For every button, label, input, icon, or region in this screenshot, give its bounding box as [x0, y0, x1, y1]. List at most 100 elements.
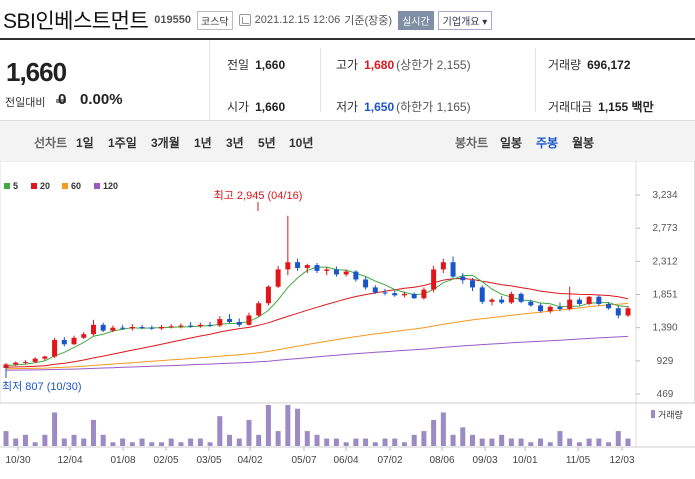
candle-body	[81, 334, 87, 338]
quote-datetime: 2021.12.15 12:06	[254, 14, 341, 26]
legend-swatch	[62, 183, 68, 189]
candle-body	[227, 319, 233, 322]
volume-bar	[207, 442, 213, 446]
tab-1week[interactable]: 1주일	[108, 136, 137, 150]
candle-body	[168, 326, 174, 328]
candle-body	[615, 308, 621, 316]
candle-body	[489, 299, 495, 302]
candle-body	[547, 306, 553, 312]
candle-body	[518, 293, 524, 302]
realtime-button[interactable]: 실시간	[398, 10, 434, 30]
volume-stat: 거래량 696,172	[548, 56, 631, 73]
chevron-down-icon: ▾	[482, 16, 488, 28]
x-tick-label: 11/05	[566, 455, 591, 466]
x-tick-label: 10/30	[5, 455, 30, 466]
high-value: 1,680	[364, 58, 395, 72]
candle	[596, 295, 602, 306]
volume-bar	[518, 438, 524, 446]
volume-bar	[567, 438, 573, 446]
legend-label: 120	[103, 181, 119, 191]
candle-body	[22, 361, 28, 363]
volume-bar	[460, 427, 466, 446]
candle-body	[100, 324, 106, 331]
candle-body	[353, 271, 359, 280]
candle-body	[401, 293, 407, 296]
legend-label: 5	[13, 181, 19, 191]
candle	[120, 324, 126, 330]
candle	[139, 324, 145, 330]
tab-10year[interactable]: 10년	[289, 136, 314, 150]
candle-body	[392, 293, 398, 296]
candle-body	[363, 279, 369, 288]
candle	[149, 325, 155, 330]
candle	[81, 332, 87, 340]
volume-bar	[61, 438, 67, 446]
candle	[217, 316, 223, 327]
candle	[606, 302, 612, 310]
candle	[275, 265, 281, 289]
volume-bar	[295, 408, 301, 446]
legend-ma120: 120	[94, 181, 118, 191]
tab-1day[interactable]: 1일	[76, 136, 94, 150]
y-tick-label: 2,312	[652, 256, 677, 267]
high-annotation: 최고 2,945 (04/16)	[214, 189, 303, 202]
candle-body	[324, 269, 330, 271]
tab-1year[interactable]: 1년	[194, 136, 212, 150]
candle-body	[13, 362, 19, 365]
candle-body	[596, 296, 602, 304]
market-badge: 코스닥	[197, 10, 233, 30]
candle	[518, 292, 524, 304]
legend-ma5: 5	[4, 181, 18, 191]
candle	[265, 285, 271, 306]
volume-bar	[333, 438, 339, 446]
volume-bar	[343, 442, 349, 446]
volume-bar	[13, 438, 19, 446]
volume-bar	[392, 438, 398, 446]
volume-bar	[256, 434, 262, 446]
volume-value: 696,172	[587, 58, 631, 72]
tab-monthly[interactable]: 월봉	[572, 136, 595, 150]
tab-3year[interactable]: 3년	[226, 136, 244, 150]
candle-body	[382, 292, 388, 294]
high-label: 고가	[336, 58, 359, 72]
x-tick-label: 12/03	[609, 455, 634, 466]
tab-daily[interactable]: 일봉	[500, 136, 523, 150]
candle	[90, 319, 96, 336]
ma60-line	[5, 302, 629, 370]
stock-header: SBI인베스트먼트 019550 코스닥 2021.12.15 12:06 기준…	[0, 0, 695, 40]
candle-body	[576, 299, 582, 304]
chart-tabbar: 선차트 1일 1주일 3개월 1년 3년 5년 10년 봉차트 일봉 주봉 월봉	[0, 121, 695, 161]
candle	[110, 325, 116, 333]
tab-5year[interactable]: 5년	[258, 136, 276, 150]
volume-bar	[382, 438, 388, 446]
candle-body	[625, 308, 631, 316]
stock-code: 019550	[154, 14, 191, 26]
candle	[431, 265, 437, 293]
candle-body	[586, 296, 592, 304]
candle-body	[440, 262, 446, 270]
stat-divider	[535, 48, 536, 112]
candle-body	[159, 326, 164, 329]
volume-bar	[625, 438, 631, 446]
company-info-dropdown[interactable]: 기업개요 ▾	[437, 10, 493, 30]
high-stat: 고가 1,680 (상한가 2,155)	[336, 56, 471, 73]
candle	[411, 292, 417, 299]
volume-bar	[217, 416, 223, 446]
candle-body	[3, 364, 9, 369]
tab-3month[interactable]: 3개월	[151, 136, 180, 150]
candle	[586, 296, 592, 306]
volume-bar	[188, 438, 194, 446]
x-tick-label: 05/07	[291, 455, 316, 466]
candle-body	[479, 287, 485, 302]
change-percent: 0.00%	[80, 91, 123, 108]
volume-bar	[470, 434, 475, 446]
candle	[538, 303, 544, 313]
volume-bar	[596, 438, 602, 446]
volume-bar	[411, 434, 417, 446]
header-divider	[0, 38, 695, 40]
y-tick-label: 1,390	[652, 323, 677, 334]
x-tick-label: 02/05	[153, 455, 178, 466]
trade-value-stat: 거래대금 1,155 백만	[548, 98, 654, 115]
price-chart[interactable]: 3,234 2,773 2,312 1,851 1,390 929 469 거래량 최고 2,9…	[0, 161, 695, 479]
tab-weekly[interactable]: 주봉	[536, 136, 559, 150]
